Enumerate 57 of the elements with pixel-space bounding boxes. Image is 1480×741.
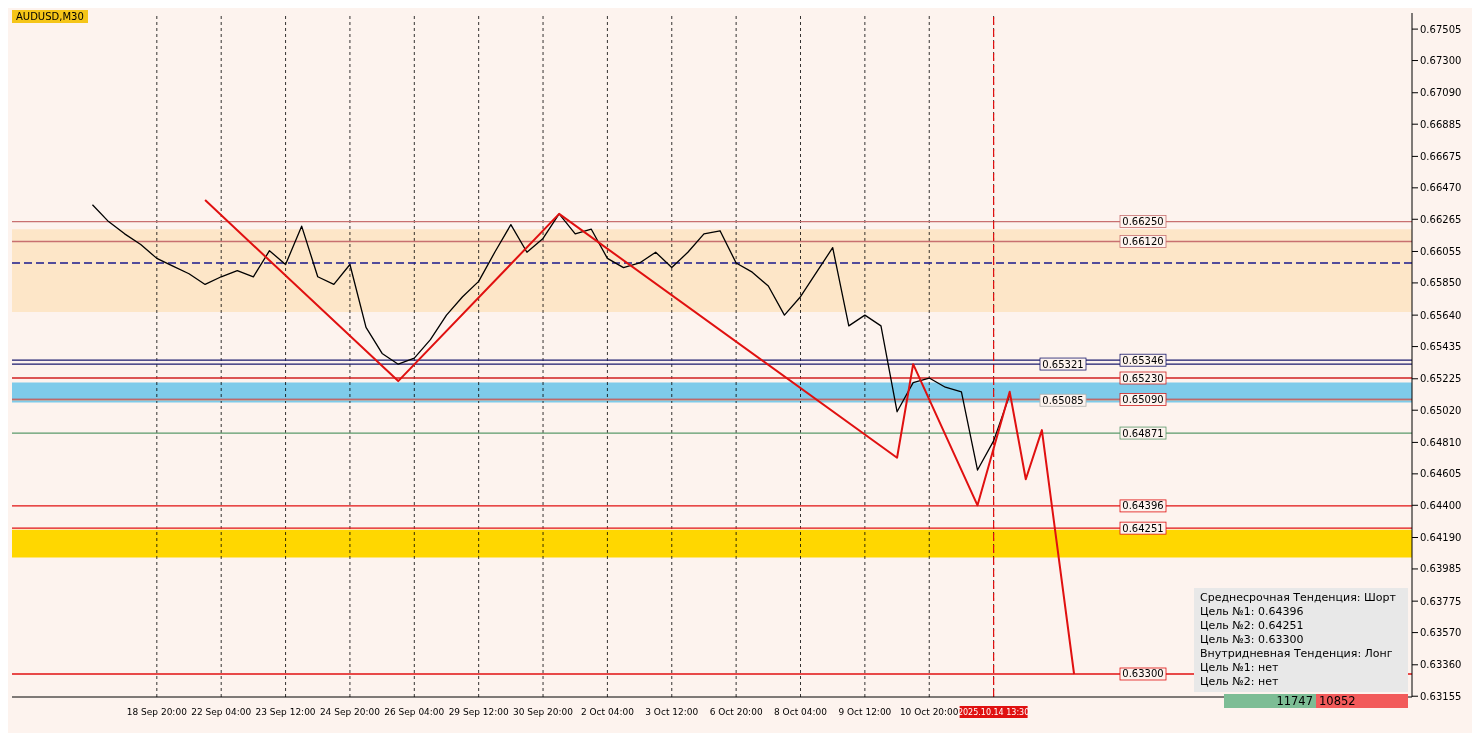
annotation: Цель №2: 0.64251 — [1200, 619, 1305, 633]
annotation: Среднесрочная Тенденция: Шорт — [1200, 591, 1397, 605]
y-tick-label: 0.63155 — [1420, 690, 1462, 702]
ref-line-label: 0.64396 — [1122, 500, 1164, 512]
x-tick-label: 23 Sep 12:00 — [255, 707, 316, 717]
y-tick-label: 0.65225 — [1420, 373, 1462, 385]
y-tick-label: 0.64400 — [1420, 499, 1462, 511]
y-tick-label: 0.67505 — [1420, 23, 1462, 35]
annotation: Внутридневная Тенденция: Лонг — [1200, 647, 1394, 661]
x-tick-label: 8 Oct 04:00 — [774, 707, 828, 717]
x-tick-label: 18 Sep 20:00 — [126, 707, 188, 717]
ref-line-label: 0.66120 — [1122, 236, 1164, 248]
x-tick-label: 3 Oct 12:00 — [645, 707, 699, 717]
ref-line-label: 0.65090 — [1122, 393, 1164, 405]
x-tick-label: 29 Sep 12:00 — [448, 707, 509, 717]
y-tick-label: 0.65640 — [1420, 309, 1462, 321]
y-tick-label: 0.67090 — [1420, 87, 1462, 99]
annotation: Цель №2: нет — [1200, 675, 1280, 689]
ref-line-label: 0.66250 — [1122, 216, 1164, 228]
volume-balance-panel: 11747 10852 — [1224, 694, 1408, 708]
y-tick-label: 0.63570 — [1420, 627, 1462, 639]
y-tick-label: 0.66470 — [1420, 182, 1462, 194]
chart-title: AUDUSD,M30 — [12, 10, 88, 23]
y-tick-label: 0.66675 — [1420, 150, 1462, 162]
x-tick-label: 24 Sep 20:00 — [319, 707, 381, 717]
y-tick-label: 0.63775 — [1420, 595, 1462, 607]
ref-line-label: 0.65230 — [1122, 372, 1164, 384]
y-tick-label: 0.63985 — [1420, 563, 1462, 575]
annotation: Цель №3: 0.63300 — [1200, 633, 1305, 647]
ref-line-label: 0.65346 — [1122, 354, 1164, 366]
y-tick-label: 0.63360 — [1420, 659, 1462, 671]
y-tick-label: 0.66055 — [1420, 246, 1462, 258]
x-tick-label: 2 Oct 04:00 — [580, 707, 635, 717]
y-tick-label: 0.64190 — [1420, 532, 1462, 544]
y-tick-label: 0.65020 — [1420, 404, 1462, 416]
annotation: 11747 — [1224, 694, 1316, 708]
y-tick-label: 0.64605 — [1420, 468, 1462, 480]
y-tick-label: 0.64810 — [1420, 436, 1462, 448]
x-tick-label: 9 Oct 12:00 — [838, 707, 892, 717]
ref-line-label: 0.63300 — [1122, 668, 1164, 680]
annotation: Цель №1: 0.64396 — [1200, 605, 1305, 619]
x-tick-label: 26 Sep 04:00 — [384, 707, 445, 717]
y-tick-label: 0.66265 — [1420, 213, 1462, 225]
annotation: Цель №1: нет — [1200, 661, 1280, 675]
x-tick-label: 22 Sep 04:00 — [191, 707, 252, 717]
x-tick-label: 30 Sep 20:00 — [513, 707, 574, 717]
y-tick-label: 0.67300 — [1420, 55, 1462, 67]
x-tick-label: 10 Oct 20:00 — [899, 707, 959, 717]
ref-line-label: 0.64251 — [1122, 522, 1164, 534]
y-tick-label: 0.65435 — [1420, 341, 1462, 353]
y-tick-label: 0.65850 — [1420, 277, 1462, 289]
ref-line-label: 0.65321 — [1042, 358, 1084, 370]
ref-line-label: 0.65085 — [1042, 394, 1084, 406]
annotation: 10852 — [1316, 694, 1408, 708]
x-tick-label: 6 Oct 20:00 — [709, 707, 763, 717]
y-tick-label: 0.66885 — [1420, 118, 1462, 130]
ref-line-label: 0.64871 — [1122, 427, 1164, 439]
